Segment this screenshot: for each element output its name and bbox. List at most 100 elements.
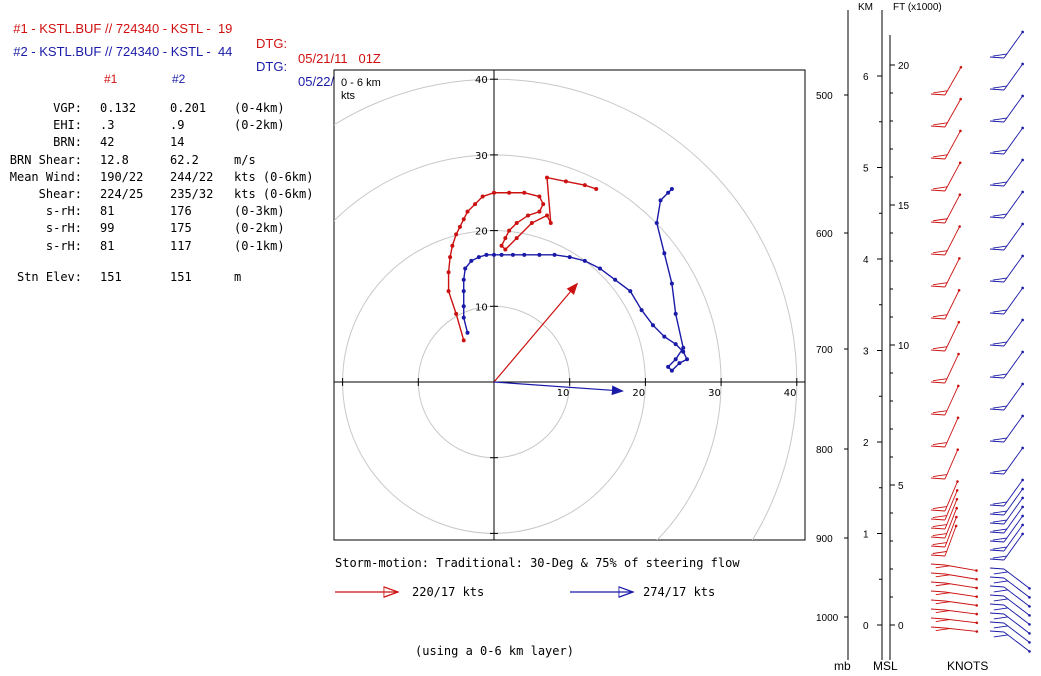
storm-motion-value-1: 220/17 kts xyxy=(412,585,485,599)
hodograph-point-1 xyxy=(537,194,542,199)
blue-barb-flag xyxy=(989,540,1005,543)
blue-barb-dot xyxy=(1028,650,1031,653)
red-barb-flag xyxy=(935,619,950,623)
hodograph-point-1 xyxy=(514,221,519,226)
param-label-7: s-rH: xyxy=(45,221,82,236)
red-barb-staff xyxy=(944,609,977,615)
blue-barb-staff xyxy=(1003,383,1023,411)
param-col-header-2: #2 xyxy=(172,72,186,86)
km-tick-label: 2 xyxy=(863,438,869,449)
red-barb-staff xyxy=(944,162,961,192)
red-barb-flag xyxy=(933,122,948,126)
hodograph-point-2 xyxy=(522,252,527,257)
param-v2-4: 244/22 xyxy=(170,169,214,184)
param-v1-0: 0.132 xyxy=(100,101,137,115)
red-barb-flag xyxy=(933,282,948,286)
param-label-3: BRN Shear: xyxy=(9,152,82,167)
param-unit-6: (0-3km) xyxy=(234,204,285,219)
blue-barb-flag xyxy=(989,612,1005,615)
hodograph-point-2 xyxy=(469,258,474,263)
hodograph-point-2 xyxy=(662,334,667,339)
red-barb-flag xyxy=(932,551,947,554)
blue-barb-flag xyxy=(993,616,1008,620)
elev-v1: 151 xyxy=(100,270,122,284)
red-barb-staff xyxy=(944,67,962,96)
hodograph-point-1 xyxy=(499,243,504,248)
red-barb-flag xyxy=(933,186,948,190)
red-barb-flag xyxy=(930,608,946,611)
red-barb-dot xyxy=(958,193,962,196)
blue-barb-staff xyxy=(1003,479,1023,507)
red-barb-flag xyxy=(930,626,946,629)
hodograph-point-2 xyxy=(658,198,663,203)
red-barb-flag xyxy=(930,536,946,539)
red-barb-flag xyxy=(930,349,946,352)
red-barb-flag xyxy=(930,590,946,593)
red-barb-flag xyxy=(930,285,946,288)
red-barb-flag xyxy=(930,599,946,602)
param-label-1: EHI: xyxy=(53,118,82,133)
blue-barb-staff xyxy=(1003,515,1023,543)
param-label-8: s-rH: xyxy=(45,238,82,253)
red-barb-dot xyxy=(975,604,978,607)
blue-barb-staff xyxy=(1003,191,1023,219)
elev-v2: 151 xyxy=(170,270,192,284)
mb-tick-label: 1000 xyxy=(816,613,839,624)
storm-motion-vector-1 xyxy=(493,282,579,383)
blue-barb-flag xyxy=(993,589,1008,593)
blue-barb-staff xyxy=(1003,63,1023,91)
red-barb-flag xyxy=(930,253,946,256)
hodograph-point-1 xyxy=(454,232,459,237)
param-v1-2: 42 xyxy=(100,135,115,150)
km-label: KM xyxy=(858,2,873,13)
hodograph-point-2 xyxy=(673,357,678,362)
blue-barb-flag xyxy=(992,519,1007,523)
red-barb-flag xyxy=(935,574,950,578)
blue-barb-staff xyxy=(1003,595,1030,616)
red-barb-dot xyxy=(975,630,979,633)
red-barb-staff xyxy=(944,290,960,320)
hodograph-point-2 xyxy=(499,252,504,257)
red-barb-flag xyxy=(932,474,947,478)
red-barb-flag xyxy=(930,413,946,416)
hodograph-point-2 xyxy=(461,304,466,309)
red-barb-flag xyxy=(932,524,947,527)
blue-barb-dot xyxy=(1021,318,1024,322)
blue-barb-flag xyxy=(993,625,1008,629)
blue-barb-flag xyxy=(989,248,1005,251)
red-barb-dot xyxy=(957,320,961,324)
blue-barb-flag xyxy=(993,580,1008,584)
blue-barb-flag xyxy=(989,567,1005,570)
blue-barb-flag xyxy=(992,53,1007,57)
hodograph-point-2 xyxy=(669,368,674,373)
blue-barb-staff xyxy=(1003,631,1030,652)
hodograph-point-1 xyxy=(473,202,478,207)
hodograph-point-1 xyxy=(457,224,462,229)
blue-barb-flag xyxy=(992,245,1007,249)
hodograph-point-2 xyxy=(669,186,674,191)
ft-tick-label: 15 xyxy=(898,201,910,212)
hodograph-point-1 xyxy=(461,217,466,222)
hodograph-point-1 xyxy=(507,228,512,233)
red-barb-dot xyxy=(958,225,961,228)
blue-barb-flag xyxy=(992,555,1007,559)
blue-barb-staff xyxy=(1003,319,1023,347)
blue-barb-flag xyxy=(989,88,1005,91)
blue-barb-staff xyxy=(1003,351,1023,379)
red-barb-staff xyxy=(944,618,977,624)
red-barb-flag xyxy=(932,410,948,414)
hodograph-point-1 xyxy=(582,183,587,188)
blue-barb-dot xyxy=(1021,532,1024,536)
hodograph-point-2 xyxy=(465,330,470,335)
blue-barb-dot xyxy=(1028,632,1031,635)
blue-barb-flag xyxy=(989,152,1005,155)
red-barb-dot xyxy=(955,498,959,501)
blue-barb-dot xyxy=(1021,222,1024,226)
blue-barb-flag xyxy=(989,603,1005,606)
red-barb-flag xyxy=(930,509,946,512)
hodograph-point-1 xyxy=(507,190,512,195)
mb-tick-label: 500 xyxy=(816,91,833,102)
red-barb-flag xyxy=(935,628,950,631)
hodograph-point-1 xyxy=(544,213,549,218)
